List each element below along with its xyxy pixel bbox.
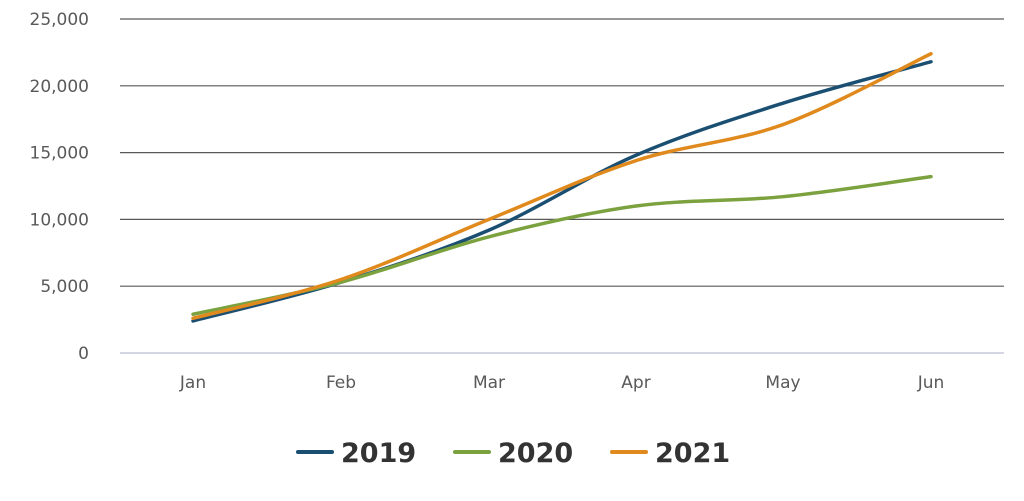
legend-item-2020: 2020	[453, 438, 573, 469]
y-tick-label: 5,000	[40, 277, 89, 297]
legend-label: 2020	[498, 438, 573, 469]
x-axis-tick-labels: Jan Feb Mar Apr May Jun	[179, 373, 944, 393]
x-tick-label: May	[765, 373, 800, 393]
legend-label: 2021	[655, 438, 730, 469]
x-tick-label: Feb	[326, 373, 356, 393]
legend-item-2021: 2021	[610, 438, 730, 469]
y-tick-label: 10,000	[30, 210, 89, 230]
x-tick-label: Jan	[179, 373, 206, 393]
y-tick-label: 20,000	[30, 77, 89, 97]
series-lines	[191, 51, 933, 323]
legend-label: 2019	[341, 438, 416, 469]
series-line-2021	[191, 51, 933, 321]
y-tick-label: 25,000	[30, 10, 89, 30]
legend-item-2019: 2019	[296, 438, 416, 469]
x-tick-label: Mar	[473, 373, 505, 393]
y-tick-label: 15,000	[30, 144, 89, 164]
y-tick-label: 0	[78, 344, 89, 364]
x-tick-label: Apr	[621, 373, 650, 393]
y-axis-tick-labels: 0 5,000 10,000 15,000 20,000 25,000	[30, 10, 89, 364]
legend: 2019 2020 2021	[296, 438, 730, 469]
x-tick-label: Jun	[917, 373, 945, 393]
